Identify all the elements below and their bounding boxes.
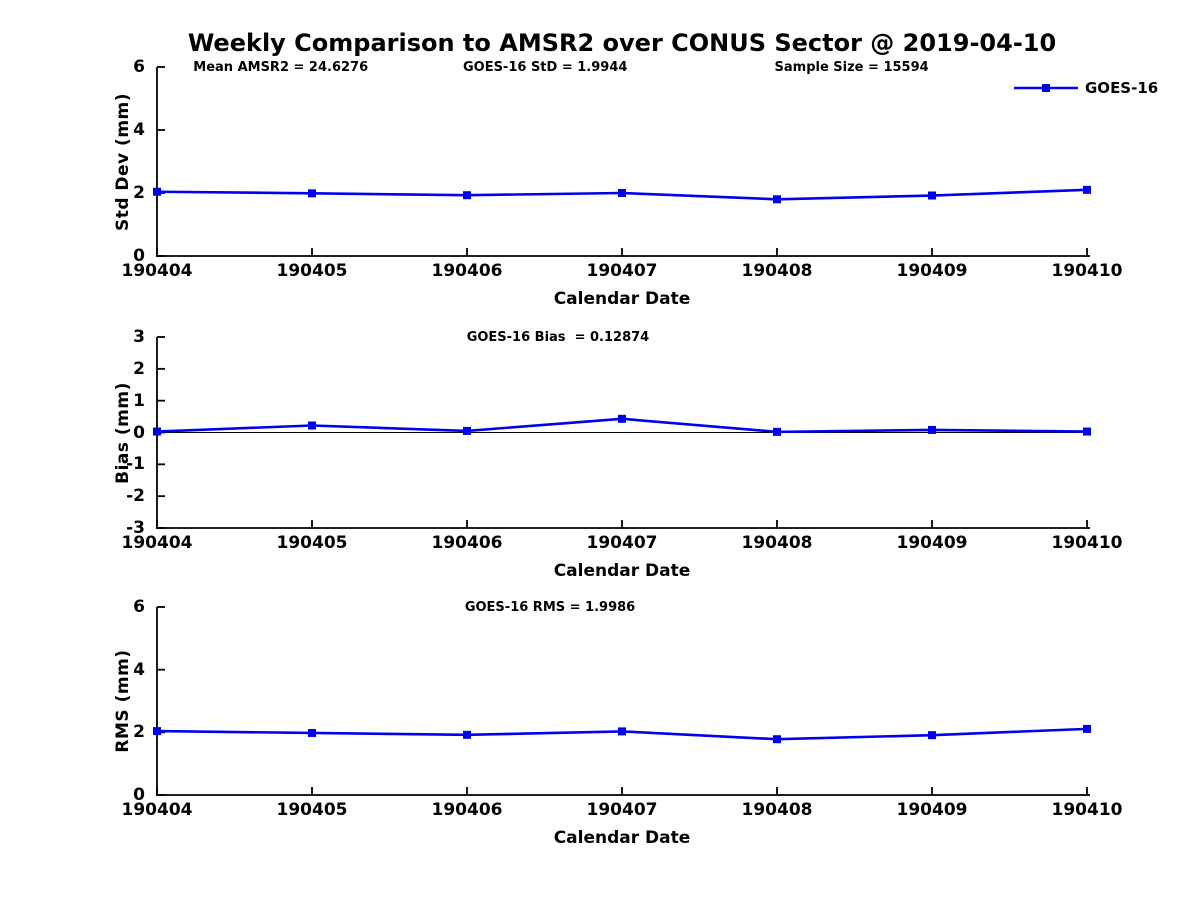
y-tick-label: 0	[133, 422, 145, 443]
y-tick-label: -1	[126, 454, 145, 475]
data-point-marker	[308, 728, 316, 737]
x-tick-label: 190407	[586, 261, 658, 281]
data-point-marker	[463, 426, 471, 435]
legend-label: GOES-16	[1085, 79, 1159, 97]
x-tick-label: 190405	[276, 261, 348, 281]
data-point-marker	[1083, 185, 1091, 194]
x-axis-label-calendar-date: Calendar Date	[553, 289, 691, 309]
x-tick-label: 190409	[896, 533, 968, 553]
x-axis-label-calendar-date: Calendar Date	[553, 561, 691, 581]
data-point-marker	[928, 731, 936, 740]
x-tick-label: 190407	[586, 533, 658, 553]
x-tick-label: 190404	[121, 261, 193, 281]
data-point-marker	[773, 427, 781, 436]
x-tick-label: 190405	[276, 800, 348, 820]
y-tick-label: 0	[133, 785, 145, 805]
x-tick-label: 190409	[896, 261, 968, 281]
y-tick-label: 2	[133, 722, 145, 743]
data-point-marker	[463, 730, 471, 739]
y-tick-label: 4	[133, 120, 145, 140]
x-tick-label: 190410	[1051, 800, 1123, 820]
data-point-marker	[153, 187, 161, 196]
data-point-marker	[928, 425, 936, 434]
data-point-marker	[308, 189, 316, 198]
data-point-marker	[928, 191, 936, 200]
x-tick-label: 190405	[276, 533, 348, 553]
y-tick-label: -3	[126, 518, 145, 538]
y-tick-label: 2	[133, 183, 145, 203]
x-tick-label: 190406	[431, 533, 503, 553]
x-tick-label: 190410	[1051, 261, 1123, 281]
data-point-marker	[618, 414, 626, 423]
data-point-marker	[463, 191, 471, 200]
y-tick-label: 1	[133, 390, 145, 411]
x-tick-label: 190408	[741, 800, 813, 820]
x-tick-label: 190404	[121, 533, 193, 553]
y-tick-label: 6	[133, 57, 145, 77]
x-tick-label: 190406	[431, 800, 503, 820]
data-point-marker	[153, 727, 161, 736]
y-tick-label: 6	[133, 597, 145, 617]
annotation-goes16-rms: GOES-16 RMS = 1.9986	[464, 600, 636, 615]
data-point-marker	[1083, 427, 1091, 436]
x-tick-label: 190410	[1051, 533, 1123, 553]
annotation-sample-size: Sample Size = 15594	[774, 60, 929, 75]
y-tick-label: 2	[133, 358, 145, 379]
legend-marker-icon	[1042, 84, 1050, 92]
data-point-marker	[308, 421, 316, 430]
data-point-marker	[618, 189, 626, 197]
annotation-goes16-bias: GOES-16 Bias = 0.12874	[466, 330, 650, 345]
x-tick-label: 190408	[741, 533, 813, 553]
chart-title: Weekly Comparison to AMSR2 over CONUS Se…	[187, 29, 1057, 57]
x-tick-label: 190407	[586, 800, 658, 820]
x-tick-label: 190408	[741, 261, 813, 281]
x-tick-label: 190404	[121, 800, 193, 820]
y-axis-label-stddev: Std Dev (mm)	[113, 92, 133, 231]
x-tick-label: 190406	[431, 261, 503, 281]
y-tick-label: 4	[133, 659, 145, 680]
data-point-marker	[153, 427, 161, 436]
y-tick-label: 3	[133, 327, 145, 347]
data-point-marker	[773, 195, 781, 204]
y-tick-label: 0	[133, 246, 145, 266]
data-point-marker	[773, 735, 781, 744]
data-point-marker	[618, 727, 626, 736]
x-tick-label: 190409	[896, 800, 968, 820]
annotation-mean-amsr2: Mean AMSR2 = 24.6276	[193, 60, 369, 75]
x-axis-label-calendar-date: Calendar Date	[553, 828, 691, 848]
y-tick-label: -2	[126, 486, 145, 507]
annotation-goes16-std: GOES-16 StD = 1.9944	[462, 60, 628, 75]
data-point-marker	[1083, 724, 1091, 733]
